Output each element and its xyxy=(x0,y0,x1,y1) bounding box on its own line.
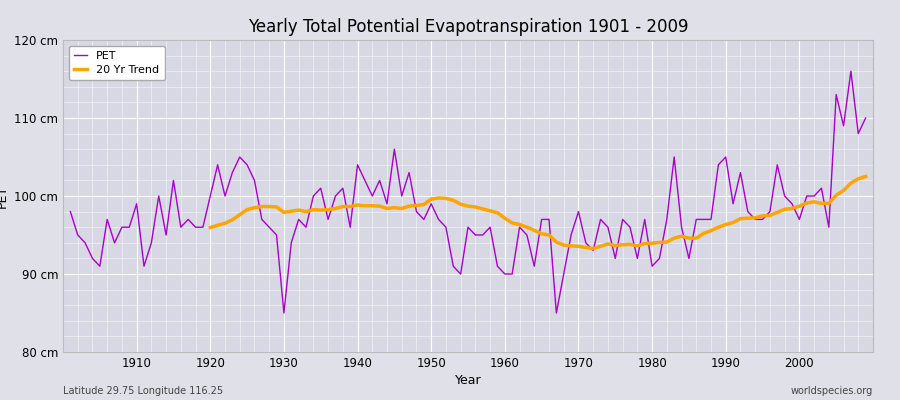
Title: Yearly Total Potential Evapotranspiration 1901 - 2009: Yearly Total Potential Evapotranspiratio… xyxy=(248,18,688,36)
PET xyxy=(595,217,606,222)
Line: 20 Yr Trend: 20 Yr Trend xyxy=(211,176,866,249)
Y-axis label: PET: PET xyxy=(0,184,9,208)
PET xyxy=(338,186,348,190)
PET xyxy=(124,225,135,230)
PET xyxy=(845,69,856,74)
PET xyxy=(507,272,517,276)
20 Yr Trend xyxy=(588,246,598,251)
Legend: PET, 20 Yr Trend: PET, 20 Yr Trend xyxy=(68,46,165,80)
PET xyxy=(278,310,289,315)
20 Yr Trend xyxy=(286,209,297,214)
Line: PET: PET xyxy=(70,71,866,313)
20 Yr Trend xyxy=(860,174,871,179)
Text: Latitude 29.75 Longitude 116.25: Latitude 29.75 Longitude 116.25 xyxy=(63,386,223,396)
PET xyxy=(500,272,510,276)
PET xyxy=(293,217,304,222)
Text: worldspecies.org: worldspecies.org xyxy=(791,386,873,396)
X-axis label: Year: Year xyxy=(454,374,482,387)
20 Yr Trend xyxy=(330,206,341,211)
PET xyxy=(65,209,76,214)
20 Yr Trend xyxy=(500,216,510,221)
PET xyxy=(860,116,871,120)
20 Yr Trend xyxy=(492,210,503,215)
